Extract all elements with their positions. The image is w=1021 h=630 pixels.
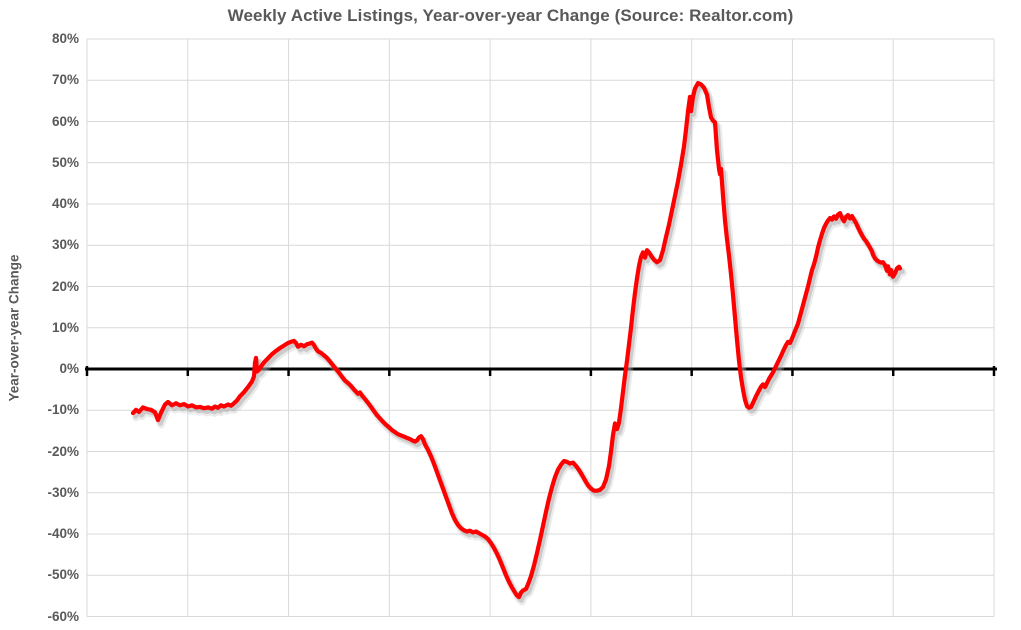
y-tick-label: 20% [51,278,79,294]
series-line [130,80,903,600]
y-tick-label: -40% [47,526,79,541]
chart-title: Weekly Active Listings, Year-over-year C… [227,6,794,25]
gridlines [86,38,995,617]
y-tick-label: -60% [47,608,79,624]
y-tick-label: 30% [51,237,79,253]
y-tick-label: -20% [47,443,79,459]
y-tick-label: -10% [47,402,79,418]
y-tick-label: 50% [51,154,79,170]
y-tick-label: 0% [59,361,79,376]
y-tick-label: -50% [47,567,79,583]
y-tick-label: -30% [47,484,79,500]
y-tick-label: 60% [51,113,79,129]
y-tick-label: 10% [51,319,79,335]
y-tick-label: 40% [51,196,79,211]
y-tick-label: 70% [51,72,79,88]
y-tick-label: 80% [51,31,79,46]
zero-axis [85,366,997,376]
